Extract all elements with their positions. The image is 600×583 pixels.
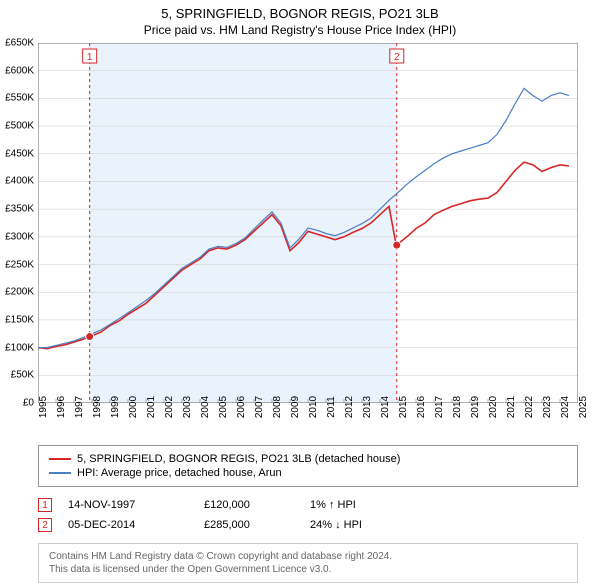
footer-line: This data is licensed under the Open Gov… bbox=[49, 563, 567, 576]
x-tick-label: 2013 bbox=[362, 396, 373, 418]
x-tick-label: 2000 bbox=[128, 396, 139, 418]
y-tick-label: £100K bbox=[5, 342, 34, 353]
y-tick-label: £350K bbox=[5, 204, 34, 215]
sale-date: 14-NOV-1997 bbox=[68, 499, 188, 511]
x-tick-label: 2025 bbox=[578, 396, 589, 418]
y-tick-label: £300K bbox=[5, 231, 34, 242]
sales-row: 2 05-DEC-2014 £285,000 24% ↓ HPI bbox=[38, 515, 578, 535]
page-subtitle: Price paid vs. HM Land Registry's House … bbox=[0, 21, 600, 43]
x-tick-label: 2005 bbox=[218, 396, 229, 418]
x-tick-label: 2007 bbox=[254, 396, 265, 418]
legend: 5, SPRINGFIELD, BOGNOR REGIS, PO21 3LB (… bbox=[38, 445, 578, 487]
y-tick-label: £600K bbox=[5, 65, 34, 76]
x-tick-label: 2004 bbox=[200, 396, 211, 418]
legend-label: HPI: Average price, detached house, Arun bbox=[77, 467, 282, 479]
legend-swatch bbox=[49, 458, 71, 460]
y-tick-label: £0 bbox=[23, 398, 34, 409]
x-axis: 1995199619971998199920002001200220032004… bbox=[38, 403, 598, 439]
x-tick-label: 2011 bbox=[326, 396, 337, 418]
x-tick-label: 2020 bbox=[488, 396, 499, 418]
x-tick-label: 2012 bbox=[344, 396, 355, 418]
sale-diff: 1% ↑ HPI bbox=[310, 499, 410, 511]
x-tick-label: 2014 bbox=[380, 396, 391, 418]
x-tick-label: 2023 bbox=[542, 396, 553, 418]
x-tick-label: 2022 bbox=[524, 396, 535, 418]
chart-svg: 12 bbox=[38, 43, 578, 403]
x-tick-label: 1997 bbox=[74, 396, 85, 418]
y-tick-label: £200K bbox=[5, 287, 34, 298]
svg-text:2: 2 bbox=[394, 52, 400, 63]
legend-item: 5, SPRINGFIELD, BOGNOR REGIS, PO21 3LB (… bbox=[49, 452, 567, 466]
y-tick-label: £650K bbox=[5, 38, 34, 49]
y-axis: £0£50K£100K£150K£200K£250K£300K£350K£400… bbox=[0, 43, 36, 403]
x-tick-label: 1998 bbox=[92, 396, 103, 418]
sale-diff: 24% ↓ HPI bbox=[310, 519, 410, 531]
y-tick-label: £550K bbox=[5, 93, 34, 104]
x-tick-label: 2016 bbox=[416, 396, 427, 418]
y-tick-label: £250K bbox=[5, 259, 34, 270]
x-tick-label: 2008 bbox=[272, 396, 283, 418]
x-tick-label: 2001 bbox=[146, 396, 157, 418]
x-tick-label: 1995 bbox=[38, 396, 49, 418]
sale-date: 05-DEC-2014 bbox=[68, 519, 188, 531]
x-tick-label: 2021 bbox=[506, 396, 517, 418]
y-tick-label: £500K bbox=[5, 121, 34, 132]
x-tick-label: 2017 bbox=[434, 396, 445, 418]
x-tick-label: 2019 bbox=[470, 396, 481, 418]
legend-swatch bbox=[49, 472, 71, 474]
x-tick-label: 2009 bbox=[290, 396, 301, 418]
legend-label: 5, SPRINGFIELD, BOGNOR REGIS, PO21 3LB (… bbox=[77, 453, 400, 465]
x-tick-label: 2003 bbox=[182, 396, 193, 418]
x-tick-label: 2010 bbox=[308, 396, 319, 418]
x-tick-label: 2002 bbox=[164, 396, 175, 418]
sale-marker-icon: 2 bbox=[38, 518, 52, 532]
x-tick-label: 2015 bbox=[398, 396, 409, 418]
sale-marker-icon: 1 bbox=[38, 498, 52, 512]
x-tick-label: 2018 bbox=[452, 396, 463, 418]
x-tick-label: 2024 bbox=[560, 396, 571, 418]
x-tick-label: 1999 bbox=[110, 396, 121, 418]
x-tick-label: 2006 bbox=[236, 396, 247, 418]
sales-table: 1 14-NOV-1997 £120,000 1% ↑ HPI 2 05-DEC… bbox=[38, 495, 578, 535]
y-tick-label: £450K bbox=[5, 148, 34, 159]
chart: 12 £0£50K£100K£150K£200K£250K£300K£350K£… bbox=[38, 43, 598, 403]
y-tick-label: £50K bbox=[11, 370, 34, 381]
footer-line: Contains HM Land Registry data © Crown c… bbox=[49, 550, 567, 563]
page-title: 5, SPRINGFIELD, BOGNOR REGIS, PO21 3LB bbox=[0, 0, 600, 21]
attribution-footer: Contains HM Land Registry data © Crown c… bbox=[38, 543, 578, 583]
y-tick-label: £400K bbox=[5, 176, 34, 187]
sales-row: 1 14-NOV-1997 £120,000 1% ↑ HPI bbox=[38, 495, 578, 515]
sale-price: £120,000 bbox=[204, 499, 294, 511]
y-tick-label: £150K bbox=[5, 314, 34, 325]
legend-item: HPI: Average price, detached house, Arun bbox=[49, 466, 567, 480]
sale-price: £285,000 bbox=[204, 519, 294, 531]
svg-text:1: 1 bbox=[87, 52, 93, 63]
x-tick-label: 1996 bbox=[56, 396, 67, 418]
